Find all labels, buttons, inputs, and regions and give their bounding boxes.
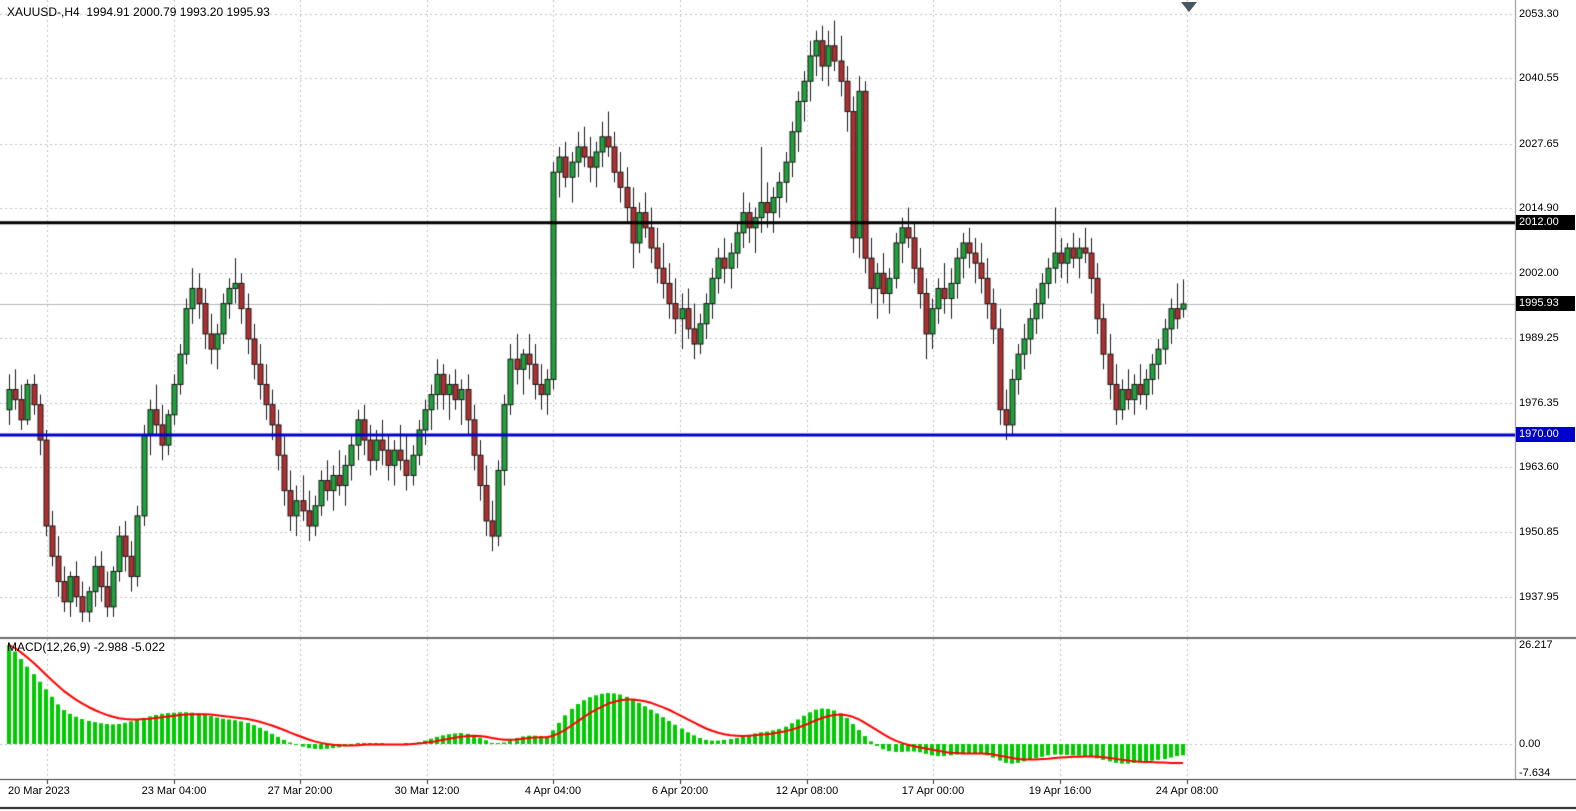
symbol-ohlc-label: XAUUSD-,H4 1994.91 2000.79 1993.20 1995.… [7, 5, 270, 19]
chart-shift-marker-icon[interactable] [1181, 2, 1197, 12]
macd-indicator-label: MACD(12,26,9) -2.988 -5.022 [7, 640, 166, 654]
